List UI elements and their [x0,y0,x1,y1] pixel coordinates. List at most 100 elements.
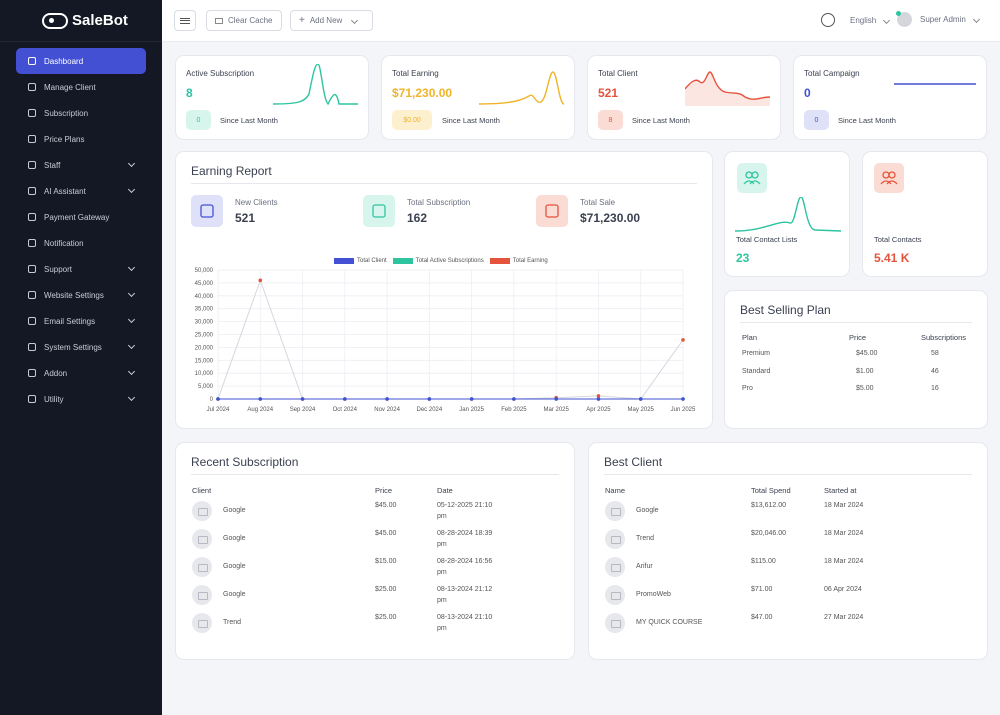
data-point[interactable] [596,394,601,398]
contact-lists-card: Total Contact Lists 23 [724,151,850,277]
chevron-down-icon [127,315,136,324]
earning-report-title: Earning Report [191,164,272,178]
user-name: Super Admin [920,15,966,24]
table-header: Total Spend [751,486,791,495]
table-cell: Premium [742,350,771,357]
started-at-cell: 06 Apr 2024 [824,586,862,593]
contacts-icon-box [874,163,904,193]
sidebar-item-subscription[interactable]: Subscription [16,100,146,126]
table-row[interactable]: PromoWeb $71.00 06 Apr 2024 [589,585,987,611]
legend-swatch [489,258,510,264]
language-selector[interactable]: English [850,16,891,25]
data-point[interactable] [216,397,220,401]
data-point[interactable] [385,397,389,401]
sidebar-item-label: Payment Gateway [44,212,110,222]
legend-item[interactable]: Total Client [334,258,387,264]
support-icon [28,265,36,273]
table-cell: $1.00 [856,367,874,375]
kpi-value: 521 [235,211,256,225]
x-tick-label: Feb 2025 [501,407,527,413]
y-tick-label: 30,000 [195,320,214,326]
legend-item[interactable]: Total Active Subscriptions [392,258,484,264]
sidebar-item-website-settings[interactable]: Website Settings [16,282,146,308]
data-point[interactable] [554,397,558,401]
kpi-icon-box [363,195,395,227]
sidebar-item-price-plans[interactable]: Price Plans [16,126,146,152]
y-tick-label: 15,000 [195,358,214,364]
data-point[interactable] [258,278,263,283]
gear-icon [28,343,36,351]
data-point[interactable] [596,397,601,401]
sidebar-item-label: Staff [44,160,61,170]
menu-toggle-button[interactable] [174,10,196,31]
data-point[interactable] [638,397,643,401]
client-avatar-icon [605,613,625,633]
data-point[interactable] [681,397,685,401]
table-row[interactable]: Google $45.00 08-28-2024 18:39 pm [176,529,574,555]
logo[interactable]: SaleBot [0,0,162,42]
client-name: Google [223,507,246,514]
bell-icon [28,239,36,247]
sidebar-item-staff[interactable]: Staff [16,152,146,178]
stat-change-badge: 0 [804,110,829,130]
globe-icon[interactable] [821,13,835,27]
y-tick-label: 10,000 [195,371,214,377]
table-row[interactable]: MY QUICK COURSE $47.00 27 Mar 2024 [589,613,987,639]
sidebar-item-manage-client[interactable]: Manage Client [16,74,146,100]
table-row[interactable]: Google $13,612.00 18 Mar 2024 [589,501,987,527]
online-status-dot [896,11,901,16]
stat-change-badge: 0 [186,110,211,130]
stat-sparkline [894,83,976,85]
table-row[interactable]: Google $15.00 08-28-2024 16:56 pm [176,557,574,583]
user-avatar[interactable] [896,11,912,27]
data-point[interactable] [300,397,305,401]
data-point[interactable] [258,397,263,401]
dashboard-icon [28,57,36,65]
data-point[interactable] [681,338,685,342]
user-menu[interactable]: Super Admin [920,15,981,24]
stat-value: 0 [804,86,811,100]
clear-cache-button[interactable]: Clear Cache [206,10,282,31]
hamburger-icon [180,16,190,25]
table-cell: $5.00 [856,385,874,392]
date-ampm: pm [437,625,447,632]
table-row[interactable]: Google $45.00 05-12-2025 21:10 pm [176,501,574,527]
table-row[interactable]: Arifur $115.00 18 Mar 2024 [589,557,987,583]
data-point[interactable] [469,397,474,401]
sidebar-item-notification[interactable]: Notification [16,230,146,256]
sidebar-item-utility[interactable]: Utility [16,386,146,412]
data-point[interactable] [343,397,347,401]
sidebar-item-label: Email Settings [44,316,96,326]
add-new-button[interactable]: + Add New [290,10,373,31]
sidebar-item-label: Notification [44,238,84,248]
sidebar-item-label: Manage Client [44,82,96,92]
chevron-down-icon [127,159,136,168]
total-spend-cell: $13,612.00 [751,502,787,509]
chevron-down-icon [883,16,891,25]
table-row[interactable]: Trend $20,046.00 18 Mar 2024 [589,529,987,555]
sidebar-item-payment-gateway[interactable]: Payment Gateway [16,204,146,230]
data-point[interactable] [427,397,432,401]
legend-item[interactable]: Total Earning [489,258,548,264]
legend-label: Total Client [357,258,387,264]
date-cell: 08-13-2024 21:12 [437,586,493,593]
sidebar-item-dashboard[interactable]: Dashboard [16,48,146,74]
sidebar-item-email-settings[interactable]: Email Settings [16,308,146,334]
client-name: Arifur [636,563,653,570]
best-selling-title: Best Selling Plan [740,303,831,317]
table-row[interactable]: Trend $25.00 08-13-2024 21:10 pm [176,613,574,639]
client-avatar-icon [192,613,212,633]
sidebar-item-system-settings[interactable]: System Settings [16,334,146,360]
x-tick-label: Oct 2024 [333,407,358,413]
chevron-down-icon [127,263,136,272]
sidebar-item-addon[interactable]: Addon [16,360,146,386]
sidebar-item-support[interactable]: Support [16,256,146,282]
table-row[interactable]: Google $25.00 08-13-2024 21:12 pm [176,585,574,611]
earning-line-chart: 50,000 45,000 40,000 35,000 30,000 25,000 20,0… [195,268,696,413]
stat-since-label: Since Last Month [220,116,278,125]
client-name: Trend [636,535,655,542]
data-point[interactable] [512,397,516,401]
sidebar-item-ai-assistant[interactable]: AI Assistant [16,178,146,204]
divider [191,183,697,184]
clear-cache-label: Clear Cache [228,16,273,25]
